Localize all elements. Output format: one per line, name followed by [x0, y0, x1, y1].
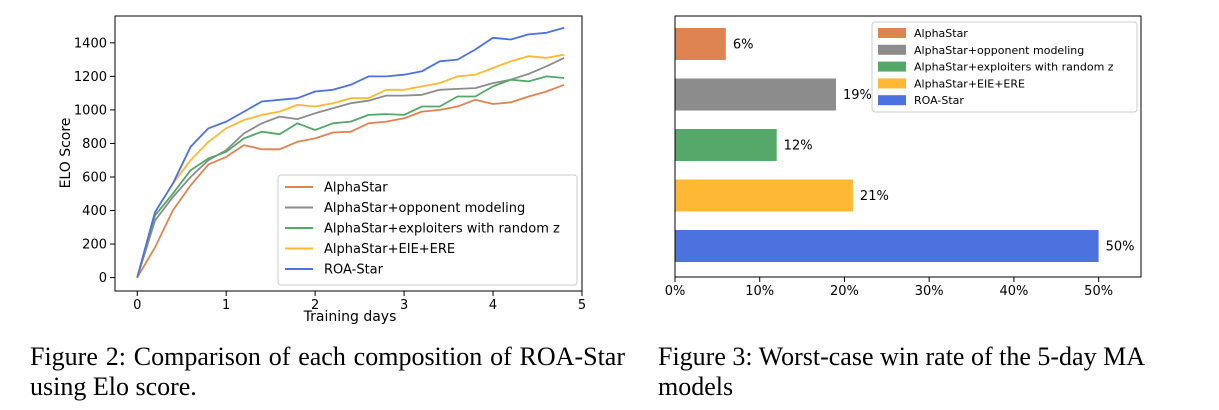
legend-label: AlphaStar+EIE+ERE — [324, 242, 455, 257]
legend-entries: AlphaStar AlphaStar+opponent modeling Alph… — [285, 181, 560, 278]
legend-label: AlphaStar+opponent modeling — [914, 44, 1084, 57]
bar-alphastar-exploiters-with-random-z — [675, 129, 777, 161]
bar-value-label: 6% — [733, 38, 754, 53]
x-tick-label: 4 — [489, 298, 497, 313]
y-tick-label: 800 — [82, 137, 107, 152]
x-tick-label: 0 — [133, 298, 141, 313]
legend-label: AlphaStar — [914, 27, 968, 40]
series-line-alphastar — [136, 83, 565, 279]
y-tick-label: 200 — [82, 238, 107, 253]
y-tick-label: 0 — [99, 271, 107, 286]
legend-entries: AlphaStar AlphaStar+opponent modeling Alph… — [878, 27, 1114, 107]
x-tick-label: 0% — [665, 284, 686, 299]
bar-value-label: 19% — [843, 88, 872, 103]
legend-swatch-alphastar-exploiters-with-random-z — [878, 61, 906, 72]
legend-label: ROA-Star — [324, 263, 384, 278]
legend-label: AlphaStar — [324, 181, 388, 196]
x-tick-label: 40% — [999, 284, 1028, 299]
bar-plot-frame — [674, 15, 1142, 278]
series-line-alphastar-opponent-modeling — [136, 57, 565, 278]
x-tick-label: 1 — [222, 298, 230, 313]
win-rate-bar-chart: 6% 19% 12% 21% 50% 0% 10% 20% 30% 40% 50% AlphaSt… — [665, 15, 1142, 299]
legend-swatch-alphastar — [878, 28, 906, 38]
legend-swatch-alphastar-opponent-modeling — [878, 44, 906, 55]
legend-swatch-alphastar-eie-ere — [878, 78, 906, 89]
series-line-alphastar-exploiters-with-random-z — [136, 75, 565, 278]
legend-label: AlphaStar+exploiters with random z — [324, 222, 560, 237]
y-tick-label: 1200 — [74, 70, 107, 85]
y-tick-label: 1400 — [74, 36, 107, 51]
y-axis-ticks: 0 200 400 600 800 1000 1200 1400 — [74, 36, 115, 286]
bar-alphastar-eie-ere — [675, 179, 853, 212]
x-tick-label: 5 — [578, 298, 586, 313]
bar-value-label: 21% — [860, 189, 889, 204]
y-tick-label: 1000 — [74, 103, 107, 118]
figure-3-caption: Figure 3: Worst-case win rate of the 5-d… — [658, 342, 1144, 401]
x-tick-label: 3 — [400, 298, 408, 313]
bar-value-label: 50% — [1106, 240, 1135, 255]
x-axis-ticks: 0% 10% 20% 30% 40% 50% — [665, 277, 1113, 299]
x-tick-label: 20% — [830, 284, 859, 299]
x-tick-label: 10% — [745, 284, 774, 299]
bar-alphastar — [675, 28, 726, 60]
x-tick-label: 2 — [311, 298, 319, 313]
bar-alphastar-opponent-modeling — [675, 78, 836, 111]
x-tick-label: 50% — [1084, 284, 1113, 299]
elo-line-chart: 0 200 400 600 800 1000 1200 1400 0 1 2 3 4 5 Trainin… — [58, 15, 586, 325]
y-tick-label: 600 — [82, 170, 107, 185]
series-line-alphastar-eie-ere — [136, 53, 565, 278]
y-tick-label: 400 — [82, 204, 107, 219]
bar-legend: AlphaStar AlphaStar+opponent modeling Alph… — [871, 21, 1138, 113]
legend-label: AlphaStar+opponent modeling — [324, 201, 525, 216]
x-axis-ticks: 0 1 2 3 4 5 — [133, 291, 586, 313]
series-line-roa-star — [136, 26, 565, 278]
legend-label: AlphaStar+exploiters with random z — [914, 61, 1114, 74]
bar-roa-star — [675, 230, 1099, 262]
line-plot-frame — [114, 15, 583, 292]
legend-box — [871, 21, 1138, 113]
x-tick-label: 30% — [915, 284, 944, 299]
legend-box — [277, 174, 578, 286]
bar-value-label: 12% — [784, 139, 813, 154]
x-axis-label: Training days — [303, 309, 397, 325]
line-legend: AlphaStar AlphaStar+opponent modeling Alph… — [277, 174, 578, 286]
legend-swatch-roa-star — [878, 95, 906, 106]
legend-label: AlphaStar+EIE+ERE — [914, 77, 1025, 90]
y-axis-label: ELO Score — [58, 118, 74, 189]
figure-2-caption: Figure 2: Comparison of each composition… — [30, 342, 625, 401]
series-lines — [136, 26, 565, 279]
legend-label: ROA-Star — [914, 94, 964, 107]
bars: 6% 19% 12% 21% 50% — [675, 28, 1135, 262]
